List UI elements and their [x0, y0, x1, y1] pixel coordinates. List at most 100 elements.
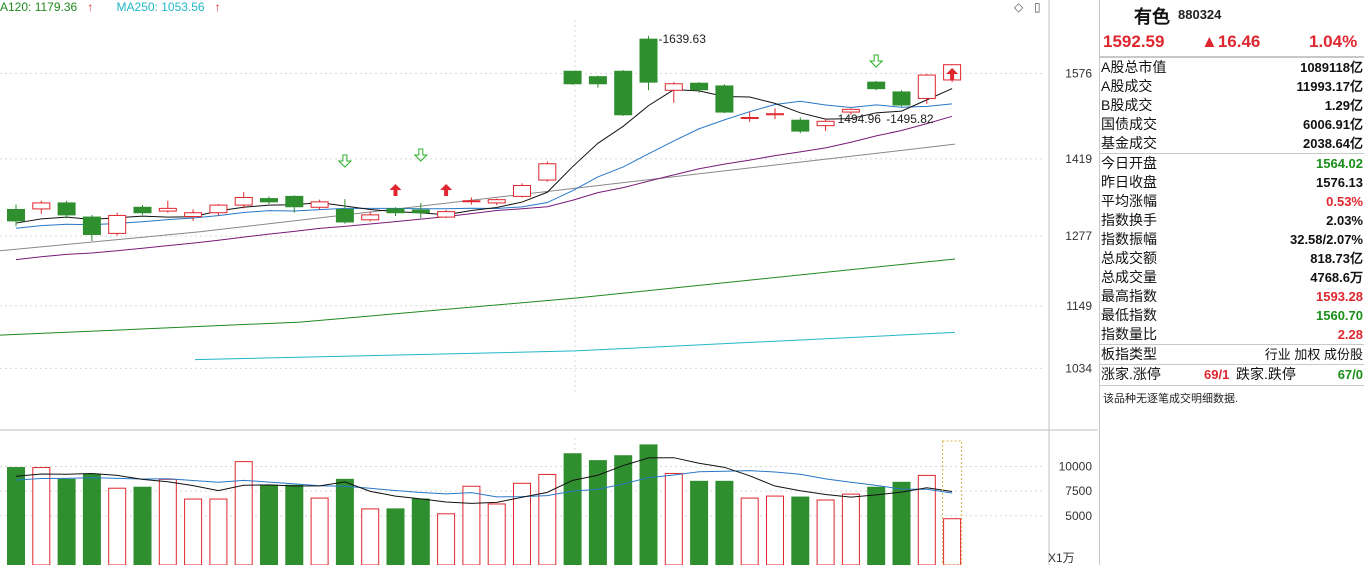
- stat-label: 今日开盘: [1101, 155, 1157, 171]
- candle-down: [335, 208, 354, 223]
- volume-bar-up: [841, 493, 860, 565]
- candle-up: [740, 117, 759, 119]
- ma-legend: A120: 1179.36 ↑ MA250: 1053.56 ↑: [0, 0, 241, 14]
- diamond-icon[interactable]: ◇: [1014, 0, 1024, 14]
- stat-value: 2038.64亿: [1303, 136, 1363, 151]
- stat-row: 总成交额 818.73亿: [1100, 249, 1364, 268]
- candle-down: [715, 85, 734, 113]
- candle-up: [841, 108, 860, 113]
- price-tick-label: 1149: [1066, 299, 1092, 313]
- stat-row: 指数振幅 32.58/2.07%: [1100, 230, 1364, 249]
- kline-chart[interactable]: 1034 1149 1277 1419 1576 5000 7500 10000 X1万 -163…: [0, 0, 1098, 565]
- stat-label: 总成交额: [1101, 250, 1157, 266]
- stat-value: 1564.02: [1316, 156, 1363, 171]
- down-count-label: 跌家.跌停: [1236, 366, 1296, 382]
- candle-down: [892, 91, 911, 106]
- candle-down: [639, 38, 658, 83]
- stat-label: 基金成交: [1101, 135, 1157, 151]
- price-tick-label: 1576: [1065, 66, 1092, 80]
- volume-bar-up: [310, 497, 329, 565]
- volume-bar-down: [260, 484, 278, 565]
- stat-value: 4768.6万: [1310, 270, 1363, 285]
- volume-bar-down: [386, 508, 405, 565]
- stat-label: 总成交量: [1101, 269, 1157, 285]
- volume-ma10-line: [15, 470, 953, 498]
- volume-tick-label: 10000: [1059, 460, 1093, 474]
- stat-row: 指数换手 2.03%: [1100, 211, 1364, 230]
- stat-label: 昨日收盘: [1101, 174, 1157, 190]
- candle-up: [209, 204, 228, 214]
- volume-bar-up: [184, 498, 203, 565]
- trade-detail-note: 该品种无逐笔成交明细数据.: [1100, 385, 1364, 410]
- candle-down: [386, 208, 405, 214]
- stat-value[interactable]: 行业 加权 成份股: [1264, 347, 1363, 362]
- candle-up: [816, 120, 835, 127]
- candle-down: [614, 70, 633, 116]
- limit-row: 涨家.涨停 69/1 跌家.跌停 67/0: [1100, 364, 1364, 385]
- stat-row: 国债成交 6006.91亿: [1100, 115, 1364, 134]
- sell-signal-arrow-icon: [413, 148, 429, 162]
- stat-label: 指数换手: [1101, 212, 1157, 228]
- volume-bar-up: [740, 497, 759, 565]
- candle-up: [487, 199, 506, 204]
- selected-volume-outline: [942, 440, 963, 565]
- candle-up: [361, 214, 380, 221]
- stat-label: 指数振幅: [1101, 231, 1157, 247]
- volume-bar-down: [7, 467, 25, 565]
- stat-value: 1593.28: [1316, 289, 1363, 304]
- volume-tick-label: 5000: [1065, 509, 1092, 523]
- stat-value: 1.29亿: [1324, 98, 1363, 113]
- panel-toggle-icon[interactable]: ▯: [1034, 0, 1041, 14]
- stat-value: 1560.70: [1316, 308, 1363, 323]
- stat-value: 2.03%: [1326, 213, 1363, 228]
- stat-row: A股总市值 1089118亿: [1100, 57, 1364, 77]
- volume-bar-down: [614, 455, 633, 565]
- candle-down: [563, 70, 582, 85]
- stat-value: 0.53%: [1326, 194, 1363, 209]
- candle-down: [411, 209, 430, 214]
- candle-up: [917, 74, 936, 99]
- volume-bar-up: [538, 473, 557, 565]
- volume-bar-up: [487, 503, 506, 565]
- sell-signal-arrow-icon: [337, 154, 353, 168]
- stat-label: B股成交: [1101, 97, 1153, 113]
- ma120-value: A120: 1179.36: [0, 0, 78, 14]
- low-annotation: -1495.82: [886, 112, 934, 126]
- stat-row: 总成交量 4768.6万: [1100, 268, 1364, 287]
- stat-row: 昨日收盘 1576.13: [1100, 173, 1364, 192]
- stat-label: 国债成交: [1101, 116, 1157, 132]
- volume-bar-down: [335, 478, 354, 565]
- candle-down: [791, 119, 810, 132]
- down-count-value: 67/0: [1337, 367, 1363, 382]
- candle-up: [158, 207, 177, 212]
- low-annotation: 1494.96: [838, 112, 882, 126]
- chart-area[interactable]: 1034 1149 1277 1419 1576 5000 7500 10000 X1万 -163…: [0, 0, 1098, 565]
- ma10-line: [15, 100, 953, 229]
- sector-code: 880324: [1178, 7, 1222, 22]
- stat-row: 指数量比 2.28: [1100, 325, 1364, 344]
- stat-value: 6006.91亿: [1303, 117, 1363, 132]
- volume-bar-up: [209, 498, 228, 565]
- candle-down: [82, 216, 101, 235]
- volume-bar-up: [816, 499, 835, 565]
- quote-panel: 有色 880324 1592.59 ▲16.46 1.04% A股总市值 1089…: [1099, 0, 1364, 565]
- candle-up: [234, 196, 253, 206]
- candle-up: [766, 113, 784, 116]
- ma250-legend: MA250: 1053.56 ↑: [117, 0, 231, 14]
- volume-bar-up: [437, 513, 456, 565]
- volume-bar-down: [285, 484, 304, 565]
- volume-bar-down: [57, 478, 76, 565]
- candle-up: [437, 211, 456, 218]
- volume-bar-up: [158, 478, 177, 565]
- stat-label: 指数量比: [1101, 326, 1157, 342]
- price-tick-label: 1419: [1065, 152, 1092, 166]
- volume-bar-down: [715, 480, 734, 565]
- volume-bar-up: [462, 485, 481, 565]
- stat-row: 基金成交 2038.64亿: [1100, 134, 1364, 153]
- candle-down: [7, 208, 25, 222]
- ma120-legend: A120: 1179.36 ↑: [0, 0, 103, 14]
- stat-row: B股成交 1.29亿: [1100, 96, 1364, 115]
- ma20-line: [15, 115, 953, 261]
- stat-row: 板指类型 行业 加权 成份股: [1100, 344, 1364, 364]
- volume-bar-up: [664, 472, 683, 565]
